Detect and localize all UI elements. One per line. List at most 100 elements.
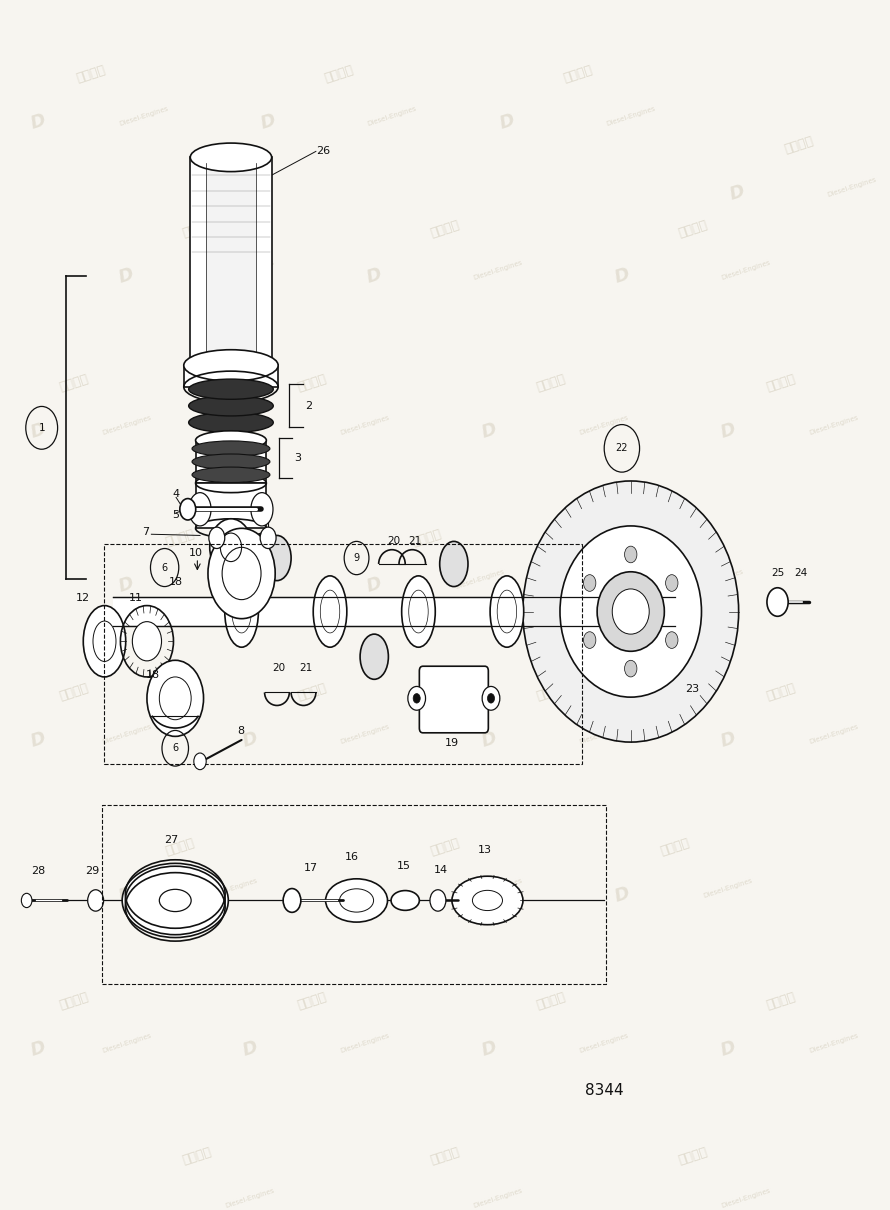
Ellipse shape — [570, 576, 603, 647]
Text: 15: 15 — [396, 860, 410, 870]
Text: 9: 9 — [353, 553, 360, 563]
Text: Diesel-Engines: Diesel-Engines — [702, 877, 754, 899]
Text: 紫发动力: 紫发动力 — [535, 373, 568, 394]
Text: D: D — [364, 575, 384, 597]
Circle shape — [180, 499, 196, 520]
Text: 紫发动力: 紫发动力 — [429, 836, 461, 858]
Text: Diesel-Engines: Diesel-Engines — [827, 177, 878, 198]
Text: D: D — [364, 265, 384, 287]
Text: 20: 20 — [387, 536, 400, 546]
Text: Diesel-Engines: Diesel-Engines — [578, 724, 629, 745]
Text: 21: 21 — [299, 663, 312, 673]
Text: Diesel-Engines: Diesel-Engines — [473, 877, 523, 899]
Text: D: D — [28, 1038, 48, 1060]
Polygon shape — [221, 543, 261, 567]
Text: D: D — [117, 265, 136, 287]
Circle shape — [283, 888, 301, 912]
Text: D: D — [718, 420, 738, 442]
Polygon shape — [183, 365, 279, 387]
Ellipse shape — [612, 589, 649, 634]
Circle shape — [147, 661, 204, 737]
Ellipse shape — [189, 413, 273, 433]
Ellipse shape — [263, 536, 291, 581]
Text: Diesel-Engines: Diesel-Engines — [119, 105, 170, 127]
Text: 1: 1 — [38, 422, 45, 433]
Polygon shape — [206, 163, 256, 365]
Bar — [101, 806, 606, 984]
Text: 紫发动力: 紫发动力 — [181, 218, 214, 240]
Text: Diesel-Engines: Diesel-Engines — [720, 1187, 771, 1209]
Text: 23: 23 — [685, 685, 700, 695]
Text: D: D — [117, 883, 136, 905]
Text: 紫发动力: 紫发动力 — [57, 991, 90, 1013]
Text: 紫发动力: 紫发动力 — [765, 373, 797, 394]
Text: 8: 8 — [237, 726, 244, 736]
Circle shape — [133, 622, 162, 661]
Circle shape — [482, 686, 500, 710]
Ellipse shape — [225, 576, 258, 647]
Ellipse shape — [183, 350, 279, 381]
Text: D: D — [497, 111, 517, 133]
Text: 紫发动力: 紫发动力 — [57, 681, 90, 703]
Ellipse shape — [313, 576, 347, 647]
Circle shape — [625, 546, 637, 563]
Circle shape — [408, 686, 425, 710]
Text: 紫发动力: 紫发动力 — [164, 836, 196, 858]
Ellipse shape — [597, 572, 664, 651]
Ellipse shape — [251, 492, 273, 526]
Text: 11: 11 — [129, 593, 143, 603]
Text: 18: 18 — [169, 577, 183, 587]
Circle shape — [488, 693, 495, 703]
Ellipse shape — [391, 891, 419, 910]
Text: 13: 13 — [478, 845, 492, 854]
Text: 紫发动力: 紫发动力 — [782, 134, 815, 156]
Text: 18: 18 — [146, 670, 160, 680]
Ellipse shape — [360, 634, 388, 679]
Text: 紫发动力: 紫发动力 — [296, 991, 328, 1013]
Ellipse shape — [490, 576, 523, 647]
Text: D: D — [480, 730, 499, 751]
Text: Diesel-Engines: Diesel-Engines — [340, 1032, 391, 1054]
Text: 20: 20 — [272, 663, 286, 673]
Text: D: D — [240, 730, 261, 751]
Text: 紫发动力: 紫发动力 — [535, 991, 568, 1013]
Text: 3: 3 — [295, 454, 302, 463]
Text: D: D — [718, 730, 738, 751]
Circle shape — [584, 575, 596, 592]
Text: D: D — [28, 420, 48, 442]
Text: D: D — [28, 111, 48, 133]
Text: 紫发动力: 紫发动力 — [765, 991, 797, 1013]
Ellipse shape — [522, 482, 739, 742]
Circle shape — [625, 661, 637, 676]
Ellipse shape — [192, 467, 270, 483]
Ellipse shape — [452, 876, 523, 924]
Text: 22: 22 — [616, 443, 628, 454]
Text: 紫发动力: 紫发动力 — [181, 1146, 214, 1166]
Text: Diesel-Engines: Diesel-Engines — [101, 724, 152, 745]
Text: D: D — [595, 575, 614, 597]
Text: Diesel-Engines: Diesel-Engines — [225, 259, 276, 281]
Text: 12: 12 — [77, 593, 90, 603]
Text: Diesel-Engines: Diesel-Engines — [340, 414, 391, 436]
Text: Diesel-Engines: Diesel-Engines — [340, 724, 391, 745]
Text: D: D — [240, 1038, 261, 1060]
Circle shape — [767, 588, 789, 616]
Text: 紫发动力: 紫发动力 — [676, 218, 709, 240]
Text: 25: 25 — [771, 567, 784, 578]
Text: 4: 4 — [173, 489, 180, 499]
Ellipse shape — [192, 440, 270, 456]
Text: 紫发动力: 紫发动力 — [650, 528, 683, 548]
Text: 5: 5 — [173, 511, 180, 520]
Text: Diesel-Engines: Diesel-Engines — [225, 1187, 276, 1209]
Ellipse shape — [189, 492, 211, 526]
Bar — [104, 543, 582, 764]
Text: 紫发动力: 紫发动力 — [57, 373, 90, 394]
Text: Diesel-Engines: Diesel-Engines — [207, 877, 258, 899]
Text: D: D — [480, 420, 499, 442]
Text: Diesel-Engines: Diesel-Engines — [578, 414, 629, 436]
Ellipse shape — [84, 605, 125, 676]
Text: 17: 17 — [303, 863, 318, 872]
Text: Diesel-Engines: Diesel-Engines — [207, 569, 258, 590]
Ellipse shape — [401, 576, 435, 647]
Text: 29: 29 — [85, 866, 99, 876]
